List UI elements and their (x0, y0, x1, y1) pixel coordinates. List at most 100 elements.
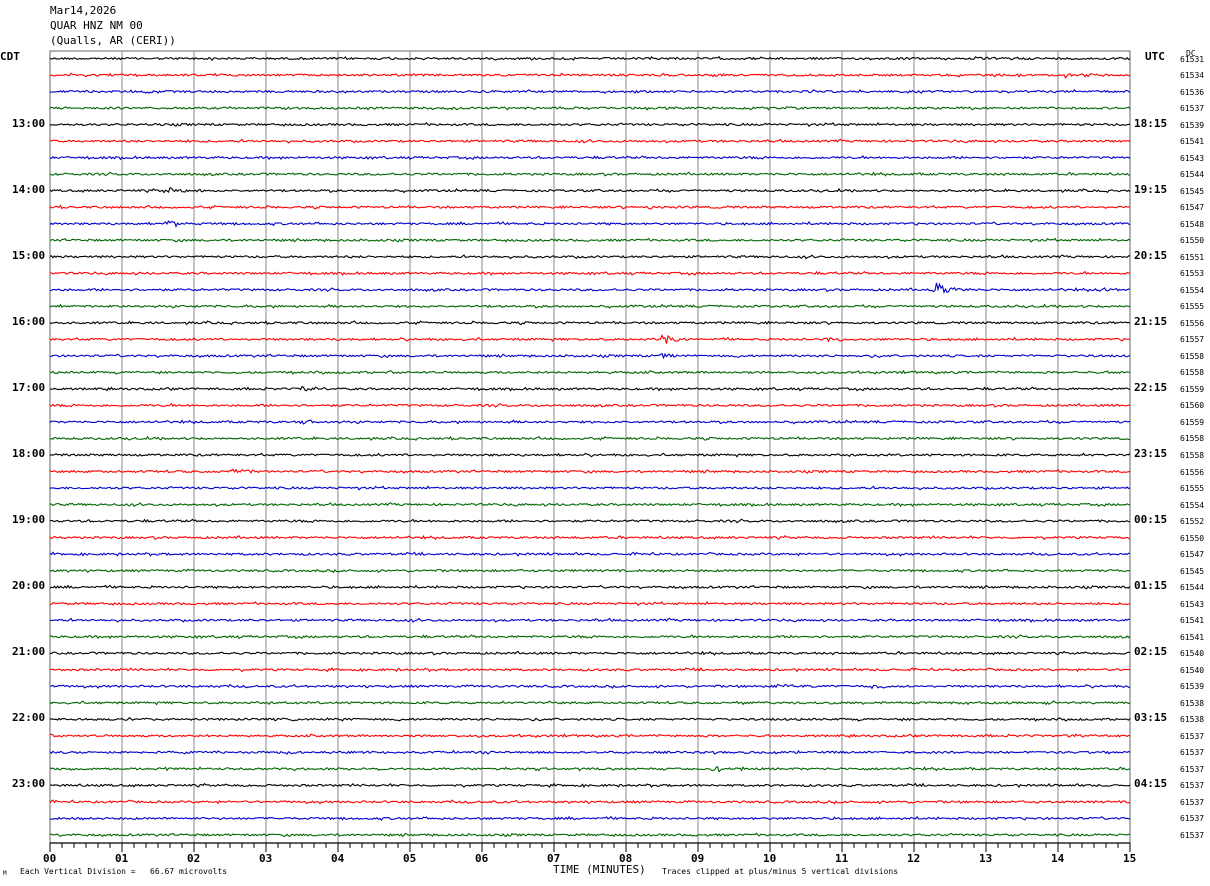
right-hour-label: 22:15 (1134, 380, 1168, 394)
left-hour-label: 22:00 (12, 711, 46, 725)
dc-value-label: 61536 (1180, 87, 1205, 97)
division-note: Each Vertical Division = 66.67 microvolt… (20, 867, 228, 876)
dc-value-label: 61541 (1180, 632, 1205, 642)
seismic-trace (49, 634, 1131, 640)
seismic-trace (49, 765, 1131, 773)
seismic-trace (49, 468, 1131, 474)
x-tick-label: 00 (43, 852, 57, 865)
dc-value-label: 61559 (1180, 417, 1205, 427)
left-hour-label: 15:00 (12, 248, 46, 262)
x-tick-label: 07 (547, 852, 561, 865)
x-tick-label: 15 (1123, 852, 1137, 865)
seismic-trace (49, 518, 1131, 524)
seismic-trace (49, 385, 1131, 392)
location-label: (Qualls, AR (CERI)) (50, 34, 176, 47)
dc-value-label: 61534 (1180, 71, 1205, 81)
seismic-trace (49, 121, 1131, 128)
right-hour-label: 00:15 (1134, 513, 1168, 527)
grid-layer (49, 50, 1131, 844)
dc-value-label: 61544 (1180, 170, 1205, 180)
left-hour-label: 19:00 (12, 513, 46, 527)
seismic-trace (49, 568, 1131, 574)
dc-value-label: 61544 (1180, 583, 1205, 593)
dc-value-label: 61540 (1180, 649, 1205, 659)
seismic-trace (49, 72, 1131, 79)
dc-value-label: 61551 (1180, 252, 1205, 262)
seismic-trace (49, 832, 1131, 838)
dc-value-label: 61558 (1180, 368, 1205, 378)
right-hour-label: 21:15 (1134, 314, 1168, 328)
trace-layer (49, 55, 1131, 838)
seismic-trace (49, 320, 1131, 326)
seismic-trace (49, 105, 1131, 111)
seismic-trace (49, 333, 1131, 344)
dc-value-label: 61554 (1180, 285, 1205, 295)
dc-value-label: 61538 (1180, 715, 1205, 725)
dc-value-label: 61556 (1180, 467, 1205, 477)
seismic-trace (49, 402, 1131, 408)
seismic-trace (49, 55, 1131, 62)
dc-value-label: 61541 (1180, 137, 1205, 147)
x-axis-title: TIME (MINUTES) (553, 863, 646, 876)
seismic-trace (49, 502, 1131, 508)
dc-value-label: 61559 (1180, 384, 1205, 394)
seismic-trace (49, 237, 1131, 243)
dc-value-label: 61554 (1180, 500, 1205, 510)
seismic-trace (49, 700, 1131, 706)
left-hour-label: 13:00 (12, 116, 46, 130)
x-tick-label: 09 (691, 852, 705, 865)
date-label: Mar14,2026 (50, 4, 117, 17)
dc-value-label: 61560 (1180, 401, 1205, 411)
left-hour-label: 16:00 (12, 314, 46, 328)
right-hour-label: 18:15 (1134, 116, 1168, 130)
dc-value-label: 61553 (1180, 269, 1205, 279)
seismic-trace (49, 650, 1131, 656)
seismic-trace (49, 220, 1131, 228)
left-hour-label: 23:00 (12, 777, 46, 791)
dc-value-label: 61555 (1180, 484, 1205, 494)
dc-value-label: 61558 (1180, 450, 1205, 460)
dc-value-label: 61552 (1180, 517, 1205, 527)
dc-value-label: 61537 (1180, 731, 1205, 741)
dc-value-label: 61540 (1180, 665, 1205, 675)
seismic-trace (49, 352, 1131, 360)
seismic-trace (49, 601, 1131, 607)
left-hour-label: 17:00 (12, 380, 46, 394)
seismic-trace (49, 815, 1131, 821)
seismic-trace (49, 716, 1131, 722)
dc-value-label: 61537 (1180, 781, 1205, 791)
x-tick-label: 06 (475, 852, 489, 865)
dc-value-label: 61539 (1180, 120, 1205, 130)
dc-header-label: DC (1186, 49, 1196, 58)
left-zone-label: CDT (0, 50, 20, 63)
x-tick-label: 14 (1051, 852, 1065, 865)
seismic-trace (49, 89, 1131, 95)
x-tick-label: 11 (835, 852, 849, 865)
dc-value-label: 61550 (1180, 533, 1205, 543)
dc-value-label: 61545 (1180, 186, 1205, 196)
plot-frame (49, 50, 1131, 844)
seismic-trace (49, 254, 1131, 260)
seismic-trace (49, 435, 1131, 441)
right-hour-label: 20:15 (1134, 248, 1168, 262)
seismic-trace (49, 617, 1131, 623)
right-hour-label: 04:15 (1134, 777, 1168, 791)
dc-value-label: 61537 (1180, 748, 1205, 758)
x-tick-label: 02 (187, 852, 201, 865)
dc-value-label: 61557 (1180, 335, 1205, 345)
dc-value-label: 61531 (1180, 54, 1205, 64)
seismic-trace (49, 733, 1131, 739)
seismic-trace (49, 584, 1131, 590)
left-hour-label: 18:00 (12, 446, 46, 460)
dc-value-label: 61537 (1180, 797, 1205, 807)
dc-value-label: 61548 (1180, 219, 1205, 229)
seismic-trace (49, 369, 1131, 375)
x-tick-label: 08 (619, 852, 633, 865)
right-hour-label: 03:15 (1134, 711, 1168, 725)
seismic-trace (49, 138, 1131, 144)
seismic-trace (49, 485, 1131, 491)
dc-value-label: 61558 (1180, 351, 1205, 361)
x-tick-label: 01 (115, 852, 129, 865)
dc-value-label: 61558 (1180, 434, 1205, 444)
